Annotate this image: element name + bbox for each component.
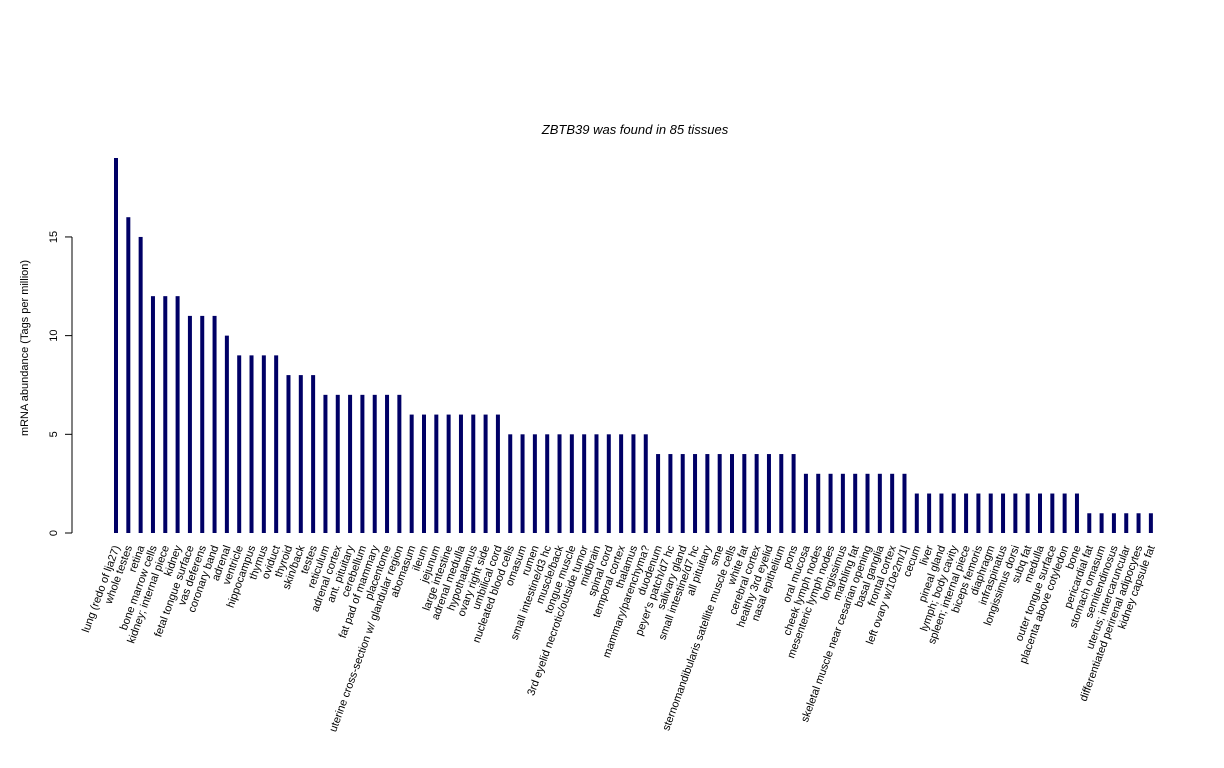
bar [1124,513,1129,533]
bar [126,217,131,534]
bar [631,434,636,533]
bar [1099,513,1104,533]
bar [1136,513,1141,533]
bar [545,434,550,533]
bar [261,355,266,533]
bar [1013,493,1018,533]
bar [138,236,143,533]
bar [1038,493,1042,533]
bar [890,473,895,533]
bar [483,414,488,533]
bar [976,493,981,533]
bar [150,296,155,533]
bar [816,473,821,533]
bar [779,454,784,533]
bar [680,454,685,533]
bar [471,414,476,533]
bar [323,394,328,533]
bar [951,493,956,533]
bar [434,414,439,533]
bar [508,434,513,533]
bar [606,434,611,533]
bar [877,473,882,533]
bar [668,454,673,533]
bar [237,355,242,533]
y-tick-label: 5 [48,431,60,437]
bar [840,473,845,533]
bar [964,493,969,533]
bar [200,315,205,533]
bar [372,394,377,533]
bar [902,473,907,533]
bar [495,414,500,533]
bar [311,375,316,533]
bar [927,493,932,533]
bar [385,394,390,533]
bar [557,434,562,533]
bar [175,296,180,533]
bar [828,473,833,533]
bar [114,158,118,533]
bar [224,335,229,533]
bar [791,454,796,533]
bar [446,414,451,533]
bar [532,434,537,533]
y-tick-label: 15 [48,231,60,243]
y-tick-label: 10 [48,330,60,342]
bar [1062,493,1067,533]
bar [360,394,365,533]
bar [286,375,291,533]
bar [348,394,353,533]
bar [988,493,993,533]
bar [705,454,710,533]
y-tick-label: 0 [48,530,60,536]
bar [163,296,168,533]
bar [939,493,944,533]
bar [803,473,808,533]
bar [853,473,858,533]
bar [249,355,254,533]
y-axis-label: mRNA abundance (Tags per million) [19,260,31,436]
bar [274,355,279,533]
bar [1111,513,1116,533]
bar [422,414,426,533]
bar [1001,493,1006,533]
bar [754,454,759,533]
bar [520,434,525,533]
bar [914,493,919,533]
bar [693,454,698,533]
bar [458,414,463,533]
bar [212,315,217,533]
bar [1087,513,1092,533]
bar [582,434,587,533]
bar [569,434,574,533]
bar [643,434,648,533]
bar [742,454,747,533]
bar [409,414,414,533]
bar [656,454,661,533]
chart-title: ZBTB39 was found in 85 tissues [541,122,729,137]
bar [397,394,402,533]
bar [766,454,771,533]
bar [717,454,722,533]
bar [1148,513,1153,533]
bar [730,454,734,533]
bar [1050,493,1055,533]
bar [619,434,624,533]
bar [865,473,870,533]
bar [187,315,192,533]
bar [298,375,303,533]
bar [1025,493,1030,533]
bar [1074,493,1079,533]
bar [335,394,340,533]
bar [594,434,599,533]
